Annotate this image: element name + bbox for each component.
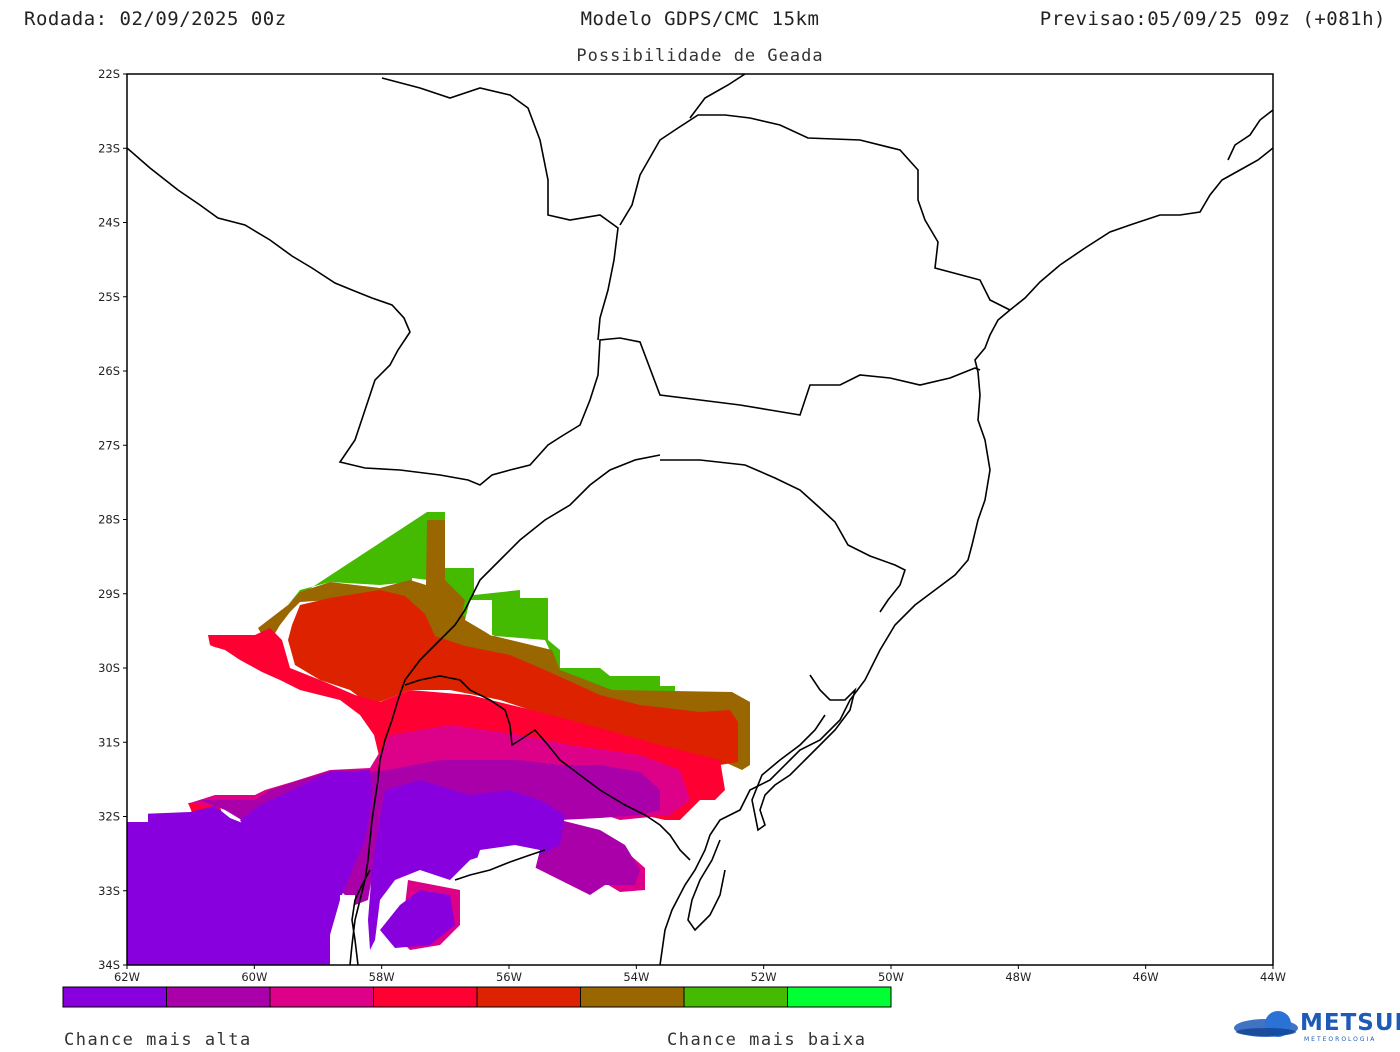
lat-tick-label: 33S <box>98 884 120 898</box>
shade-purple-lake <box>380 890 455 948</box>
forecast-valid-label: Previsao:05/09/25 09z (+081h) <box>1039 8 1386 30</box>
legend-swatch <box>269 986 374 1008</box>
sp-coast <box>1009 147 1273 311</box>
lat-tick-label: 27S <box>98 438 120 452</box>
lat-tick-label: 23S <box>98 141 120 155</box>
product-title: Possibilidade de Geada <box>576 46 824 66</box>
lat-tick-label: 26S <box>98 364 120 378</box>
argentina-coast <box>351 869 371 965</box>
legend-swatch <box>62 986 167 1008</box>
legend-label-high: Chance mais alta <box>64 1030 252 1050</box>
lon-tick-label: 44W <box>1260 970 1286 984</box>
lon-tick-label: 56W <box>496 970 522 984</box>
rs-sc-border <box>660 459 906 613</box>
lat-tick-label: 28S <box>98 513 120 527</box>
lon-tick-label: 60W <box>241 970 267 984</box>
brazil-states-north <box>619 114 1011 311</box>
legend-colorbar <box>62 986 892 1008</box>
logo-tagline: METEOROLOGIA <box>1304 1036 1377 1043</box>
logo-wordmark: METSUL <box>1300 1010 1400 1036</box>
run-time-label: Rodada: 02/09/2025 00z <box>24 8 287 30</box>
lat-tick-label: 25S <box>98 290 120 304</box>
lat-tick-label: 29S <box>98 587 120 601</box>
lat-tick-label: 22S <box>98 67 120 81</box>
lon-tick-label: 62W <box>114 970 140 984</box>
uruguay-river <box>349 454 661 965</box>
frost-shading <box>127 512 750 965</box>
legend-swatch <box>476 986 581 1008</box>
legend-swatch <box>580 986 685 1008</box>
shade-darkred <box>288 590 738 765</box>
lagoa-dos-patos <box>751 674 857 832</box>
parana-river <box>381 77 619 341</box>
brazil-state-line-ne <box>689 74 746 119</box>
legend-label-low: Chance mais baixa <box>667 1030 867 1050</box>
boundaries <box>127 74 1273 965</box>
uruguay-brazil-border <box>404 675 691 861</box>
lon-tick-label: 52W <box>751 970 777 984</box>
lat-tick-label: 34S <box>98 958 120 972</box>
legend-swatch <box>787 986 892 1008</box>
shade-purple-west <box>127 806 330 965</box>
paraguay-border <box>127 147 981 486</box>
rio-de-la-plata <box>454 849 546 881</box>
lat-tick-label: 30S <box>98 661 120 675</box>
lon-tick-label: 54W <box>623 970 649 984</box>
lon-tick-label: 46W <box>1133 970 1159 984</box>
lon-tick-label: 48W <box>1005 970 1031 984</box>
lagoa-mirim <box>687 839 726 932</box>
lon-tick-label: 50W <box>878 970 904 984</box>
lon-tick-label: 58W <box>369 970 395 984</box>
lat-tick-label: 32S <box>98 810 120 824</box>
shade-purple-east <box>368 780 565 950</box>
axis-ticks <box>123 73 1274 969</box>
rj-coast <box>1227 109 1273 161</box>
legend-swatch <box>373 986 478 1008</box>
axis-tick-labels: 22S23S24S25S26S27S28S29S30S31S32S33S34S6… <box>98 67 1286 984</box>
legend-swatch <box>683 986 788 1008</box>
lat-tick-label: 24S <box>98 216 120 230</box>
model-label: Modelo GDPS/CMC 15km <box>580 8 820 30</box>
lat-tick-label: 31S <box>98 735 120 749</box>
sc-coast <box>659 309 1011 965</box>
legend-swatch <box>166 986 271 1008</box>
metsul-logo-icon <box>1234 1011 1298 1037</box>
shade-purple-mid <box>240 770 372 935</box>
